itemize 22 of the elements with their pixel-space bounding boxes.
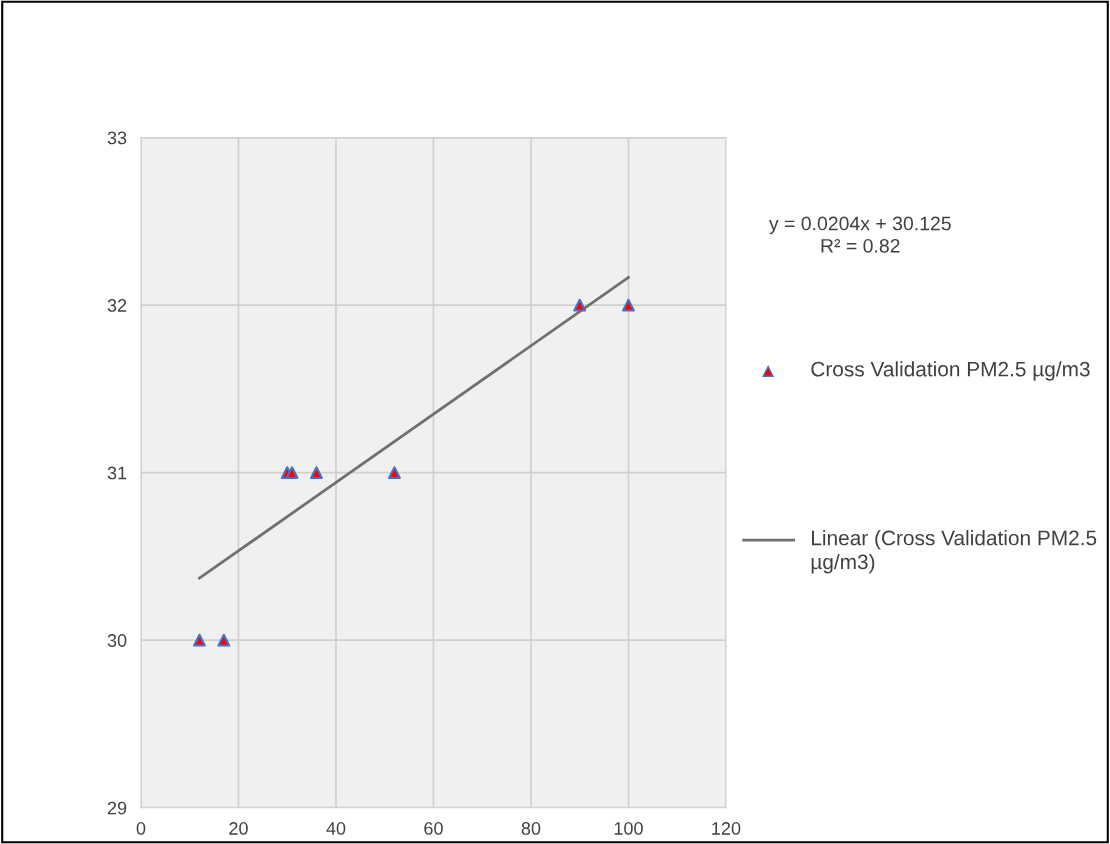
point: [388, 466, 401, 480]
x-tick-label: 80: [521, 822, 541, 835]
x-tick-label: 20: [229, 822, 248, 835]
y-tick-label: 32: [107, 299, 127, 312]
legend-label: Cross Validation PM2.5 µg/m3: [811, 361, 1090, 381]
y-tick-label: 33: [107, 131, 127, 145]
x-tick-label: 0: [136, 822, 146, 835]
y-tick-label: 29: [107, 801, 127, 815]
x-tick-label: 40: [326, 822, 346, 835]
x-tick-label: 100: [614, 822, 643, 835]
point: [285, 466, 299, 480]
point: [573, 298, 587, 312]
text: y = 0.0204x + 30.125 R² = 0.82: [768, 216, 951, 253]
y-tick-label: 31: [107, 466, 127, 480]
x-tick-label: 60: [424, 822, 443, 835]
point: [310, 466, 323, 480]
y-tick-label: 30: [107, 634, 127, 647]
point: [193, 633, 206, 647]
point: [622, 298, 635, 312]
legend-label: Linear (Cross Validation PM2.5 µg/m3): [811, 530, 1097, 574]
x-tick-label: 120: [712, 822, 741, 835]
point: [217, 633, 231, 647]
